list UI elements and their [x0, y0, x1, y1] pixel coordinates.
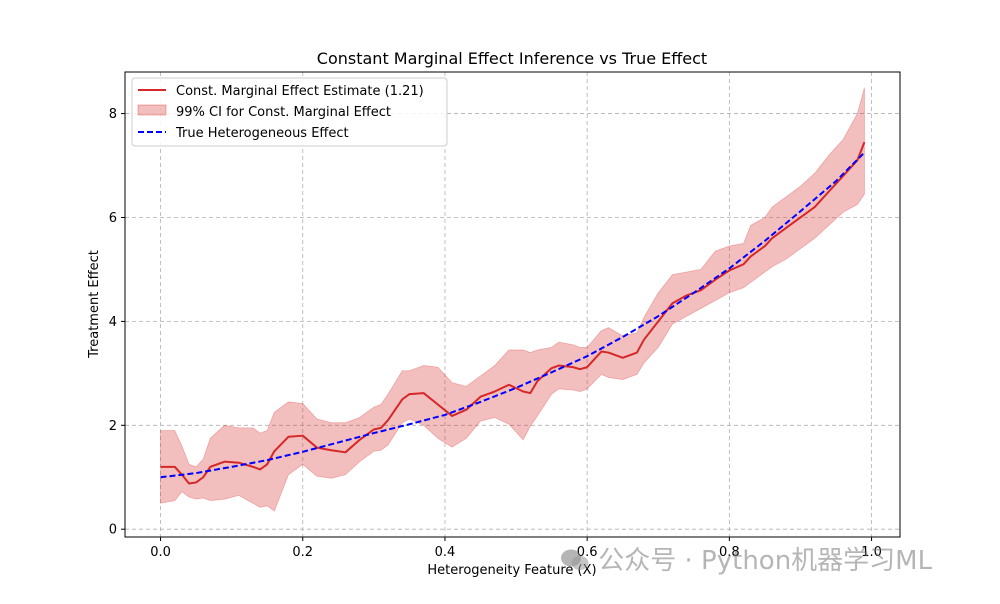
- ci-band-group: [160, 87, 865, 512]
- legend: Const. Marginal Effect Estimate (1.21) 9…: [131, 77, 448, 147]
- x-tick-label: 0.0: [150, 545, 171, 560]
- true-effect-line: [160, 151, 866, 479]
- estimate-line: [160, 141, 866, 485]
- legend-label-estimate: Const. Marginal Effect Estimate (1.21): [176, 84, 424, 99]
- y-tick-label: 6: [109, 211, 117, 226]
- legend-swatch-ci: [137, 104, 167, 116]
- x-tick-label: 0.2: [292, 545, 313, 560]
- y-tick-label: 0: [109, 523, 117, 538]
- legend-label-ci: 99% CI for Const. Marginal Effect: [176, 105, 391, 120]
- plot-frame: [124, 71, 901, 538]
- watermark: 公众号 · Python机器学习ML: [560, 540, 932, 577]
- y-axis: 0 2 4 6 8: [109, 107, 125, 538]
- ci-band: [160, 87, 865, 512]
- legend-label-true: True Heterogeneous Effect: [175, 126, 349, 141]
- legend-box: [131, 77, 448, 147]
- y-axis-label: Treatment Effect: [87, 250, 102, 359]
- wechat-icon: [560, 547, 590, 573]
- watermark-text: 公众号 · Python机器学习ML: [598, 546, 933, 576]
- y-tick-label: 2: [109, 419, 117, 434]
- lines-group: [160, 141, 866, 485]
- chart-title: Constant Marginal Effect Inference vs Tr…: [317, 49, 707, 68]
- x-tick-label: 0.8: [719, 545, 740, 560]
- x-axis-label: Heterogeneity Feature (X): [427, 563, 596, 578]
- y-tick-label: 4: [109, 315, 117, 330]
- y-tick-label: 8: [109, 107, 117, 122]
- x-tick-label: 0.4: [435, 545, 456, 560]
- x-tick-label: 1.0: [861, 545, 882, 560]
- grid: [125, 72, 900, 537]
